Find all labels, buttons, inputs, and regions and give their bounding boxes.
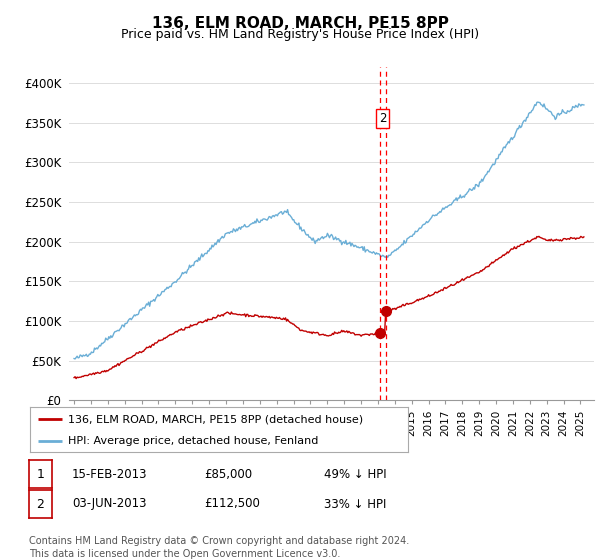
Text: 15-FEB-2013: 15-FEB-2013	[72, 468, 148, 481]
Text: 136, ELM ROAD, MARCH, PE15 8PP: 136, ELM ROAD, MARCH, PE15 8PP	[152, 16, 448, 31]
Text: £85,000: £85,000	[204, 468, 252, 481]
Text: 33% ↓ HPI: 33% ↓ HPI	[324, 497, 386, 511]
Text: 2: 2	[36, 497, 44, 511]
Text: Contains HM Land Registry data © Crown copyright and database right 2024.
This d: Contains HM Land Registry data © Crown c…	[29, 536, 409, 559]
Text: £112,500: £112,500	[204, 497, 260, 511]
Text: 03-JUN-2013: 03-JUN-2013	[72, 497, 146, 511]
Text: 1: 1	[36, 468, 44, 481]
Text: 136, ELM ROAD, MARCH, PE15 8PP (detached house): 136, ELM ROAD, MARCH, PE15 8PP (detached…	[68, 414, 363, 424]
Text: 49% ↓ HPI: 49% ↓ HPI	[324, 468, 386, 481]
Text: Price paid vs. HM Land Registry's House Price Index (HPI): Price paid vs. HM Land Registry's House …	[121, 28, 479, 41]
Text: 2: 2	[379, 112, 386, 125]
Text: HPI: Average price, detached house, Fenland: HPI: Average price, detached house, Fenl…	[68, 436, 318, 446]
